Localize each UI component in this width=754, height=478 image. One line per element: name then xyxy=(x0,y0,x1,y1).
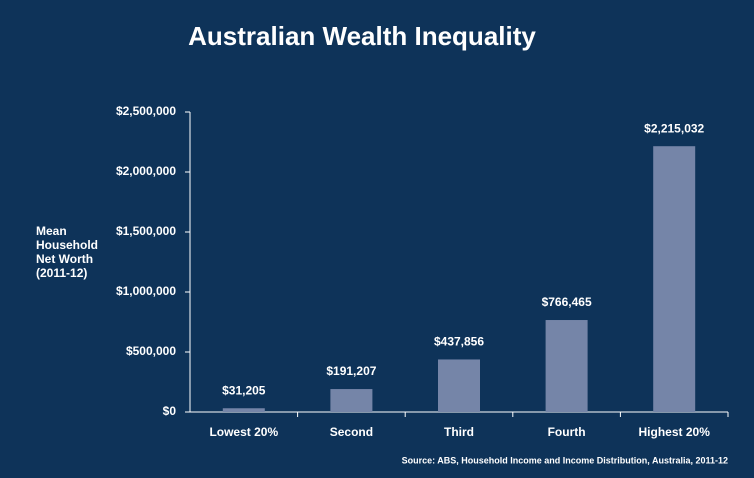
y-tick-label: $2,500,000 xyxy=(116,104,176,118)
y-tick-label: $1,500,000 xyxy=(116,224,176,238)
bar xyxy=(438,359,480,412)
y-tick-label: $1,000,000 xyxy=(116,284,176,298)
x-tick-label: Highest 20% xyxy=(639,425,711,439)
chart-title: Australian Wealth Inequality xyxy=(188,21,536,51)
value-label: $2,215,032 xyxy=(644,121,704,135)
x-tick-label: Third xyxy=(444,425,474,439)
value-label: $31,205 xyxy=(222,383,266,397)
y-tick-label: $500,000 xyxy=(126,344,176,358)
value-label: $437,856 xyxy=(434,335,484,349)
value-label: $766,465 xyxy=(542,295,592,309)
value-label: $191,207 xyxy=(326,364,376,378)
x-tick-label: Second xyxy=(330,425,373,439)
source-note: Source: ABS, Household Income and Income… xyxy=(402,455,728,465)
bar xyxy=(545,320,588,412)
x-tick-label: Fourth xyxy=(548,425,586,439)
y-tick-label: $0 xyxy=(163,404,177,418)
bar xyxy=(653,146,696,412)
bar xyxy=(222,408,265,412)
bar xyxy=(330,389,373,412)
y-axis-title: Mean Household Net Worth (2011-12) xyxy=(36,224,98,280)
y-tick-label: $2,000,000 xyxy=(116,164,176,178)
x-tick-label: Lowest 20% xyxy=(209,425,278,439)
